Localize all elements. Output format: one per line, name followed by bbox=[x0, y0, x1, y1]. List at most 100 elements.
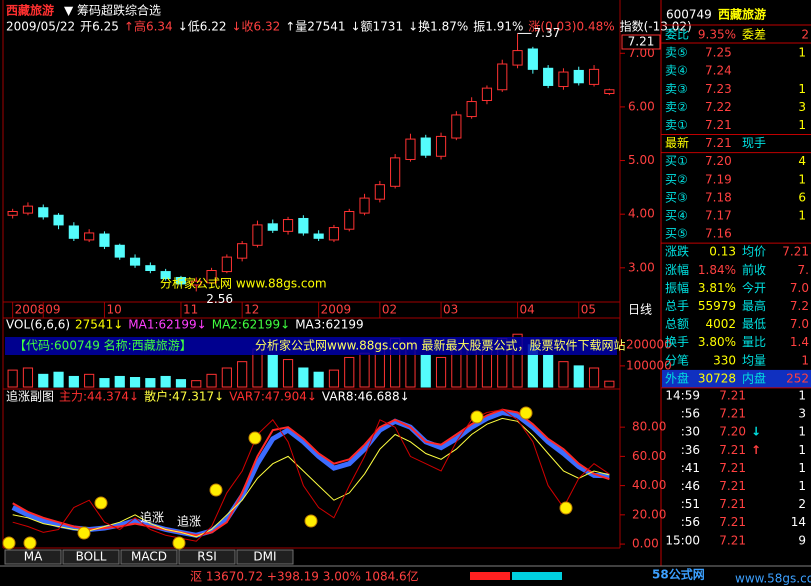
volume-bar bbox=[53, 371, 64, 388]
volume-bar bbox=[282, 359, 294, 388]
panel-label: 总手 bbox=[665, 299, 689, 313]
progress-red bbox=[470, 572, 510, 580]
y-tick-label: 40.00 bbox=[632, 478, 666, 492]
outer-volume-bg bbox=[662, 369, 811, 388]
last-label: 现手 bbox=[742, 136, 766, 150]
panel-value: 7. bbox=[798, 263, 809, 277]
volume-bar bbox=[543, 354, 554, 388]
indicator-legend: 散户:47.317↓ bbox=[144, 389, 224, 404]
panel-value: 0.13 bbox=[709, 245, 736, 259]
logo: 58公式网 bbox=[652, 567, 705, 582]
volume-bar bbox=[206, 373, 217, 388]
quote-item: ↓额1731 bbox=[350, 20, 403, 34]
panel-label: 量比 bbox=[742, 335, 766, 349]
candle-body bbox=[313, 233, 324, 239]
y-tick-label: 3.00 bbox=[628, 260, 655, 274]
volume-bar bbox=[221, 367, 232, 388]
candle-body bbox=[374, 184, 385, 200]
candle-body bbox=[298, 217, 309, 234]
smiley bbox=[559, 501, 573, 515]
quote-item: ↑量27541 bbox=[285, 20, 345, 34]
book-price: 7.22 bbox=[705, 100, 732, 114]
panel-value: 7.0 bbox=[790, 317, 809, 331]
panel-label: 分笔 bbox=[665, 352, 689, 367]
book-price: 7.16 bbox=[705, 227, 732, 241]
tick-time: 14:59 bbox=[665, 389, 700, 403]
tick-price: 7.21 bbox=[719, 497, 746, 511]
book-volume: 3 bbox=[798, 100, 806, 114]
status-bar bbox=[0, 566, 811, 586]
book-price: 7.24 bbox=[705, 64, 732, 78]
tab[interactable] bbox=[62, 549, 120, 565]
panel-label: 委差 bbox=[742, 28, 766, 42]
book-price: 7.23 bbox=[705, 82, 732, 96]
y-tick-label: 6.00 bbox=[628, 99, 655, 113]
volume-bar bbox=[435, 356, 447, 388]
book-label: 卖① bbox=[665, 118, 688, 132]
x-tick-label: 2009 bbox=[321, 303, 352, 317]
candle-body bbox=[604, 89, 615, 94]
tab[interactable] bbox=[4, 549, 62, 565]
quote-item: ↑高6.34 bbox=[124, 19, 173, 34]
panel-label: 均量 bbox=[742, 353, 766, 367]
volume-bar bbox=[359, 352, 370, 388]
tick-time: :36 bbox=[681, 443, 700, 457]
volume-bar bbox=[84, 373, 95, 388]
x-tick-label: 2008 bbox=[15, 303, 46, 317]
volume-bar bbox=[114, 375, 125, 388]
tick-arrow: ↑ bbox=[751, 443, 761, 457]
smiley bbox=[23, 536, 37, 550]
candle-body bbox=[328, 227, 340, 241]
smiley bbox=[248, 431, 262, 445]
volume-legend: VOL(6,6,6) bbox=[6, 318, 70, 332]
panel-value: 330 bbox=[713, 353, 736, 367]
candle-body bbox=[558, 71, 569, 88]
panel-value: 7.2 bbox=[790, 299, 809, 313]
tab[interactable] bbox=[120, 549, 178, 565]
y-tick-label: 60.00 bbox=[632, 449, 666, 463]
candle-body bbox=[527, 48, 538, 70]
panel-value: 1.84% bbox=[698, 263, 736, 277]
progress-cyan bbox=[512, 572, 562, 580]
panel-label: 最高 bbox=[742, 298, 766, 313]
tick-price: 7.21 bbox=[719, 407, 746, 421]
volume-bar bbox=[145, 378, 156, 388]
book-price: 7.21 bbox=[705, 118, 732, 132]
candle-body bbox=[145, 265, 156, 272]
candle-body bbox=[359, 197, 370, 214]
book-label: 买① bbox=[665, 154, 688, 168]
panel-label: 均价 bbox=[742, 245, 766, 259]
panel-label: 外盘 bbox=[665, 370, 689, 385]
candle-body bbox=[451, 114, 462, 139]
panel-value: 252 bbox=[786, 371, 809, 385]
book-volume: 1 bbox=[798, 172, 806, 186]
tick-price: 7.21 bbox=[719, 443, 746, 457]
smiley bbox=[2, 536, 16, 550]
tick-time: :56 bbox=[681, 407, 700, 421]
last-label: 最新 bbox=[665, 135, 689, 150]
tab[interactable] bbox=[178, 549, 236, 565]
book-volume: 4 bbox=[798, 154, 806, 168]
tab[interactable] bbox=[236, 549, 294, 565]
candle-body bbox=[84, 232, 95, 241]
tick-time: :46 bbox=[681, 479, 700, 493]
banner-code: 【代码:600749 名称:西藏旅游】 bbox=[14, 338, 192, 353]
tick-volume: 1 bbox=[798, 461, 806, 475]
candle-body bbox=[405, 138, 416, 160]
volume-bar bbox=[129, 377, 141, 388]
index-status: 沤 13670.72 +398.19 3.00% 1084.6亿 bbox=[190, 569, 419, 584]
y-tick-label: 5.00 bbox=[628, 153, 655, 167]
tab-label: MACD bbox=[131, 550, 167, 564]
panel-value: 30728 bbox=[698, 371, 736, 385]
indicator-legend: 追涨副图 bbox=[6, 389, 54, 404]
book-volume: 1 bbox=[798, 209, 806, 223]
volume-legend: 27541↓ bbox=[75, 318, 123, 332]
candle-body bbox=[267, 223, 278, 231]
candle-body bbox=[543, 67, 554, 86]
candle-body bbox=[588, 68, 600, 85]
panel-label: 内盘 bbox=[742, 370, 766, 385]
tick-price: 7.21 bbox=[719, 389, 746, 403]
y-tick-label: 4.00 bbox=[628, 207, 655, 221]
panel-label: 总额 bbox=[665, 317, 689, 331]
book-label: 卖⑤ bbox=[665, 46, 688, 60]
